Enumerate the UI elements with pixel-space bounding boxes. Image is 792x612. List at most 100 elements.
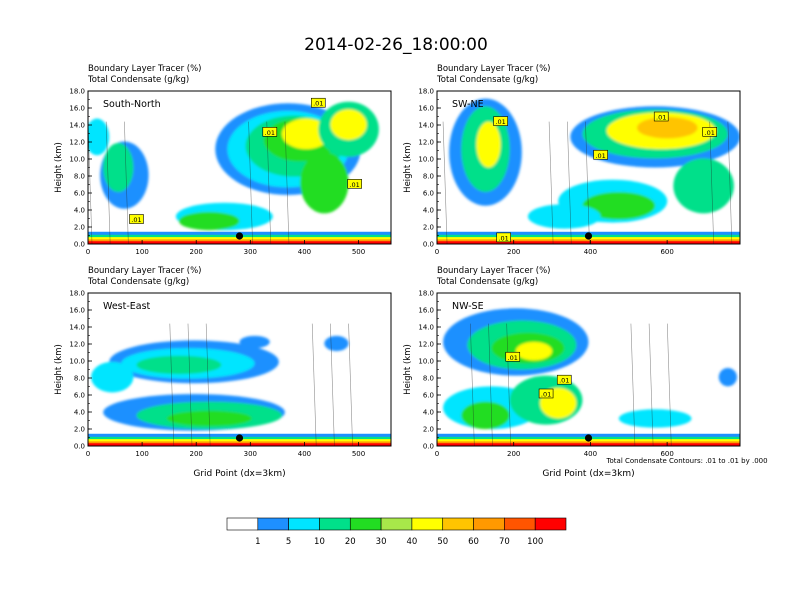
y-tick-label: 18.0 <box>418 290 434 298</box>
boundary-layer-band <box>88 443 391 446</box>
condensate-header: Total Condensate (g/kg) <box>436 277 538 287</box>
y-tick-label: 14.0 <box>69 122 85 130</box>
tracer-blob <box>673 158 734 214</box>
y-tick-label: 16.0 <box>418 307 434 315</box>
contour-label-box <box>505 351 521 362</box>
condensate-contour <box>506 323 511 446</box>
y-axis-label: Height (km) <box>403 344 413 395</box>
x-tick-label: 200 <box>190 450 203 458</box>
y-tick-label: 12.0 <box>418 341 434 349</box>
y-tick-label: 4.0 <box>423 207 434 215</box>
condensate-contour <box>330 323 335 446</box>
condensate-contour <box>727 121 733 244</box>
contour-label: .01 <box>508 354 518 362</box>
y-tick-label: 6.0 <box>423 190 434 198</box>
figure-title: 2014-02-26_18:00:00 <box>304 35 488 55</box>
tracer-blob <box>461 401 510 430</box>
colorbar-label: 30 <box>376 537 387 547</box>
y-axis-label: Height (km) <box>54 142 64 193</box>
y-tick-label: 14.0 <box>69 324 85 332</box>
x-tick-label: 500 <box>352 450 365 458</box>
y-tick-label: 2.0 <box>423 426 434 434</box>
colorbar-label: 70 <box>499 537 510 547</box>
contour-label-box <box>347 179 362 189</box>
tracer-blob <box>239 335 270 349</box>
tracer-blob <box>178 211 240 231</box>
y-tick-label: 0.0 <box>423 241 434 249</box>
panel-south-north: Boundary Layer Tracer (%)Total Condensat… <box>54 64 392 256</box>
colorbar-swatch <box>349 517 382 531</box>
contour-label: .01 <box>131 216 141 224</box>
condensate-contour <box>266 121 272 244</box>
tracer-blob <box>103 143 134 192</box>
y-tick-label: 8.0 <box>74 375 85 383</box>
condensate-contour <box>648 323 654 446</box>
x-tick-label: 500 <box>352 248 365 256</box>
tracer-header: Boundary Layer Tracer (%) <box>437 266 551 276</box>
x-tick-label: 0 <box>86 248 90 256</box>
contour-label: .01 <box>498 234 508 242</box>
colorbar-label: 50 <box>437 537 448 547</box>
x-tick-label: 400 <box>298 248 311 256</box>
tracer-blob <box>88 118 110 156</box>
tracer-field <box>449 98 740 229</box>
x-tick-label: 600 <box>660 248 673 256</box>
condensate-contour <box>348 323 353 446</box>
colorbar-label: 40 <box>406 537 417 547</box>
location-marker <box>584 232 593 240</box>
y-tick-label: 6.0 <box>74 392 85 400</box>
colorbar-swatch <box>257 517 289 531</box>
contour-label-box <box>593 149 608 160</box>
plot-area <box>88 293 391 446</box>
tracer-header: Boundary Layer Tracer (%) <box>437 64 551 74</box>
colorbar-swatch <box>226 517 259 531</box>
contour-label-box <box>556 374 572 385</box>
contour-label: .01 <box>313 100 323 108</box>
colorbar-swatch <box>442 517 474 531</box>
y-tick-label: 6.0 <box>423 392 434 400</box>
x-tick-label: 200 <box>507 248 520 256</box>
x-axis-label: Grid Point (dx=3km) <box>542 469 634 479</box>
y-tick-label: 10.0 <box>418 358 434 366</box>
condensate-contour <box>666 323 672 446</box>
colorbar-swatch <box>380 517 413 531</box>
condensate-contour <box>105 121 111 244</box>
tracer-blob <box>136 355 222 375</box>
y-tick-label: 10.0 <box>69 156 85 164</box>
section-label: West-East <box>103 301 151 312</box>
tracer-field <box>88 101 379 231</box>
contour-label: .01 <box>541 390 551 398</box>
condensate-contour <box>248 121 253 244</box>
contour-label: .01 <box>349 181 359 189</box>
condensate-contour <box>284 121 290 244</box>
contour-label: .01 <box>705 129 715 137</box>
tracer-blob <box>476 121 501 168</box>
tracer-header: Boundary Layer Tracer (%) <box>88 266 202 276</box>
y-tick-label: 10.0 <box>69 358 85 366</box>
y-tick-label: 0.0 <box>74 443 85 451</box>
x-tick-label: 0 <box>435 248 439 256</box>
y-tick-label: 2.0 <box>74 224 85 232</box>
x-tick-label: 200 <box>507 450 520 458</box>
y-tick-label: 16.0 <box>418 105 434 113</box>
location-marker <box>235 434 244 442</box>
condensate-contour <box>311 323 317 446</box>
tracer-blob <box>281 118 331 150</box>
condensate-contour <box>169 323 175 446</box>
tracer-header: Boundary Layer Tracer (%) <box>88 64 202 74</box>
tracer-blob <box>324 335 349 352</box>
condensate-header: Total Condensate (g/kg) <box>87 277 189 287</box>
contour-label-box <box>496 232 511 243</box>
x-tick-label: 300 <box>244 248 257 256</box>
y-tick-label: 0.0 <box>74 241 85 249</box>
y-tick-label: 4.0 <box>74 207 85 215</box>
y-tick-label: 14.0 <box>418 324 434 332</box>
x-tick-label: 100 <box>135 248 148 256</box>
y-tick-label: 10.0 <box>418 156 434 164</box>
y-axis-label: Height (km) <box>54 344 64 395</box>
y-tick-label: 4.0 <box>74 409 85 417</box>
colorbar-swatch <box>504 517 536 531</box>
contour-label: .01 <box>265 129 275 137</box>
tracer-blob <box>718 367 737 387</box>
colorbar-label: 10 <box>314 537 325 547</box>
